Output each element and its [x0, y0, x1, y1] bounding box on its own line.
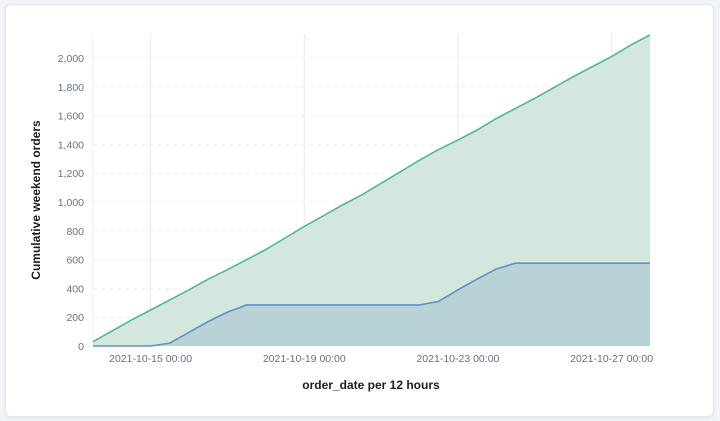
series-0-line	[92, 34, 651, 343]
y-tick-label: 0	[78, 341, 84, 353]
x-axis-ticks: 2021-10-15 00:00 2021-10-19 00:00 2021-10-…	[109, 353, 653, 365]
y-tick-label: 600	[66, 255, 84, 267]
y-tick-label: 2,000	[58, 53, 84, 65]
y-tick-label: 800	[66, 226, 84, 238]
x-tick-label: 2021-10-15 00:00	[109, 353, 192, 365]
series-1-line	[93, 262, 650, 347]
y-axis-ticks: 0 200 400 600 800 1,000 1,200 1,400 1,600 1,800 2,…	[58, 53, 84, 353]
series-1-area	[93, 263, 650, 346]
y-tick-label: 400	[66, 283, 84, 295]
y-axis-title: Cumulative weekend orders	[29, 120, 43, 280]
x-axis-title: order_date per 12 hours	[302, 378, 440, 392]
y-tick-label: 1,800	[58, 82, 84, 94]
y-tick-label: 1,200	[58, 168, 84, 180]
y-tick-label: 1,000	[58, 197, 84, 209]
y-tick-label: 1,600	[58, 111, 84, 123]
series-areas	[92, 34, 651, 347]
y-tick-label: 200	[66, 312, 84, 324]
x-tick-label: 2021-10-19 00:00	[263, 353, 346, 365]
y-tick-label: 1,400	[58, 139, 84, 151]
x-tick-label: 2021-10-23 00:00	[416, 353, 499, 365]
x-tick-label: 2021-10-27 00:00	[570, 353, 653, 365]
